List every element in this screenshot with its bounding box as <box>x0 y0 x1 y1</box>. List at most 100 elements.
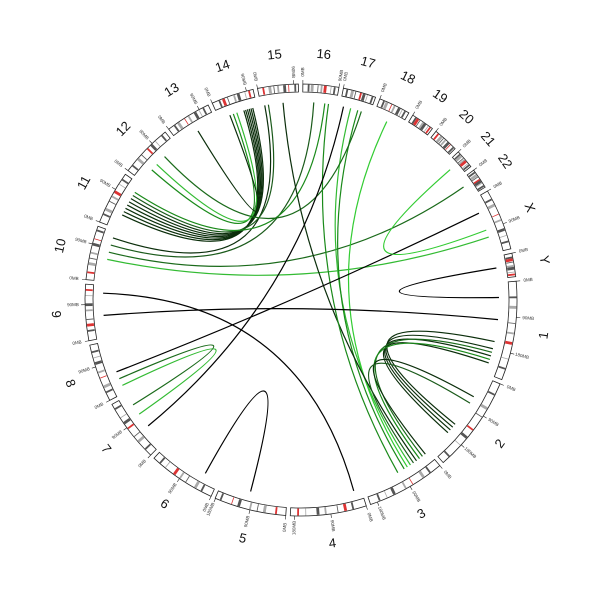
chromosome-label: 1 <box>535 331 551 340</box>
chromosome-label: Y <box>537 254 553 265</box>
ideogram <box>89 343 118 401</box>
link <box>122 348 217 415</box>
chromosome-label: X <box>521 201 538 215</box>
ideogram <box>84 283 98 342</box>
tick-label: 0MB <box>443 469 453 479</box>
chromosome-label: 18 <box>398 67 418 87</box>
link <box>132 104 275 233</box>
link <box>126 108 262 238</box>
band <box>413 118 420 126</box>
band <box>146 148 154 155</box>
ideogram <box>211 88 256 111</box>
tick-mark <box>106 400 110 403</box>
chromosome-label: 2 <box>491 436 507 451</box>
band <box>360 93 366 102</box>
band <box>349 90 354 98</box>
band <box>316 507 320 515</box>
band <box>408 478 414 485</box>
band <box>179 471 185 479</box>
ideogram <box>466 169 486 192</box>
link <box>399 267 499 299</box>
tick-label: 0MB <box>523 277 533 283</box>
band <box>329 86 332 94</box>
band <box>506 261 514 264</box>
chromosome-label: 19 <box>430 86 450 107</box>
band <box>506 331 515 335</box>
band <box>487 203 496 210</box>
tick-label: 0MB <box>300 67 305 76</box>
chromosome-label: 12 <box>113 118 134 139</box>
tick-mark <box>379 95 382 100</box>
tick-mark <box>511 252 516 254</box>
band <box>342 503 348 512</box>
ideogram <box>289 497 367 517</box>
band <box>87 271 95 275</box>
band <box>369 96 374 104</box>
band <box>193 480 200 489</box>
tick-label: 90MB <box>167 482 178 495</box>
band <box>88 262 96 267</box>
band <box>480 403 488 410</box>
tick-label: 0MB <box>157 114 167 124</box>
band <box>473 178 481 185</box>
link <box>321 103 399 474</box>
ideogram <box>437 380 501 464</box>
link <box>383 169 487 256</box>
band <box>505 256 513 260</box>
band <box>93 355 101 359</box>
link <box>204 390 269 492</box>
band <box>457 158 464 164</box>
link <box>334 108 411 466</box>
band <box>454 440 461 446</box>
band <box>317 85 319 93</box>
band <box>91 349 99 354</box>
band <box>470 174 478 181</box>
band <box>114 404 122 410</box>
band <box>161 134 168 142</box>
band <box>134 431 140 437</box>
link <box>384 338 492 431</box>
tick-mark <box>84 340 89 342</box>
band <box>155 140 161 147</box>
tick-label: 90MB <box>189 92 199 105</box>
tick-label: 0MB <box>94 401 105 410</box>
band <box>454 153 461 160</box>
band <box>233 94 237 103</box>
band <box>505 258 513 263</box>
tick-label: 90MB <box>78 366 91 374</box>
band <box>484 198 493 204</box>
tick-label: 0MB <box>69 275 79 281</box>
band <box>390 105 396 113</box>
tick-label: 90MB <box>522 315 534 321</box>
band <box>415 120 421 127</box>
tick-mark <box>124 167 129 171</box>
band <box>109 200 116 205</box>
band <box>92 242 100 248</box>
band <box>119 183 126 189</box>
band <box>499 234 507 238</box>
band <box>222 98 228 107</box>
link <box>134 103 326 231</box>
tick-mark <box>461 444 465 448</box>
tick-mark <box>330 513 332 518</box>
tick-label: 180MB <box>515 352 530 360</box>
tick-label: 0MB <box>506 384 516 392</box>
band <box>111 195 119 201</box>
chromosome-label: 7 <box>98 441 114 456</box>
band <box>398 109 403 117</box>
band <box>507 266 515 271</box>
band <box>105 388 113 394</box>
ideogram <box>493 280 518 381</box>
chromosome-label: 13 <box>161 79 181 99</box>
band <box>497 228 506 233</box>
tick-label: 0MB <box>366 512 374 522</box>
band <box>358 92 362 101</box>
band <box>231 497 235 505</box>
link <box>164 111 362 220</box>
link <box>151 113 255 224</box>
band <box>94 360 103 365</box>
band <box>121 178 129 185</box>
band <box>102 213 111 218</box>
band <box>504 340 513 345</box>
